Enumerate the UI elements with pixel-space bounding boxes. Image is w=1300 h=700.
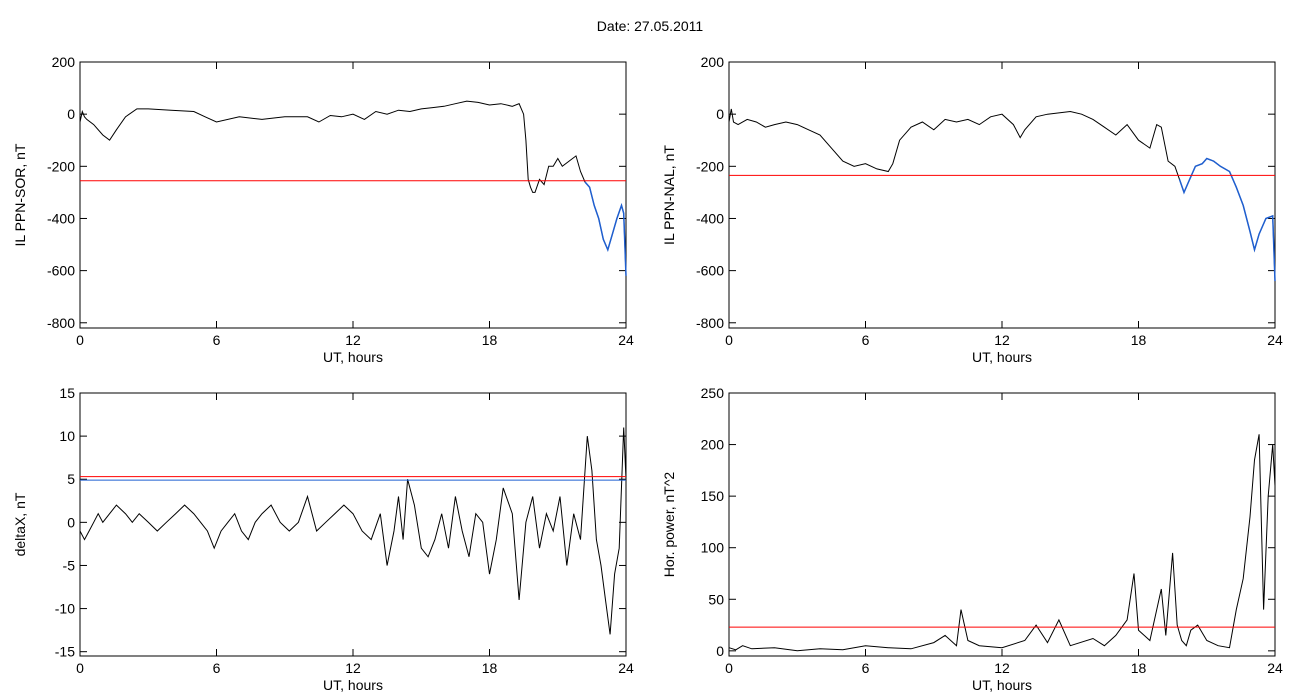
- series-line-1: [584, 181, 627, 276]
- plot-frame: [728, 61, 1276, 329]
- y-tick-label: -400: [47, 210, 75, 226]
- y-axis-label: Hor. power, nT^2: [661, 472, 677, 578]
- y-tick-label: 100: [701, 540, 725, 556]
- x-axis-label: UT, hours: [323, 677, 383, 693]
- y-tick-label: 10: [59, 428, 75, 444]
- y-tick-label: -600: [47, 263, 75, 279]
- x-tick-label: 12: [994, 332, 1010, 348]
- x-tick-label: 18: [1131, 660, 1147, 676]
- x-tick-label: 24: [618, 332, 634, 348]
- y-tick-label: -200: [47, 158, 75, 174]
- y-tick-label: -15: [55, 644, 75, 660]
- panel-bottom-right: 0 6 12 18 24 250 200 150 100 50 0 UT, hours Hor. pow…: [661, 385, 1283, 693]
- y-tick-label: 200: [701, 54, 725, 70]
- y-tick-label: 15: [59, 385, 75, 401]
- y-tick-label: -5: [63, 557, 76, 573]
- y-axis-label: deltaX, nT: [12, 492, 28, 556]
- x-tick-label: 6: [862, 332, 870, 348]
- y-tick-label: -800: [696, 315, 724, 331]
- x-tick-label: 24: [618, 660, 634, 676]
- y-axis-label: IL PPN-SOR, nT: [12, 143, 28, 246]
- series-line-0: [79, 100, 627, 276]
- x-tick-label: 6: [862, 660, 870, 676]
- series-line-0: [79, 427, 627, 635]
- series-line-0: [728, 434, 1276, 652]
- x-tick-label: 0: [725, 660, 733, 676]
- x-axis-label: UT, hours: [323, 349, 383, 365]
- x-axis-label: UT, hours: [972, 349, 1032, 365]
- y-tick-label: 0: [67, 106, 75, 122]
- x-tick-label: 24: [1267, 332, 1283, 348]
- y-tick-label: 5: [67, 471, 75, 487]
- y-tick-label: 0: [716, 643, 724, 659]
- y-tick-label: 250: [701, 385, 725, 401]
- y-tick-label: 200: [52, 54, 76, 70]
- x-tick-label: 6: [213, 332, 221, 348]
- x-tick-label: 0: [76, 332, 84, 348]
- y-tick-label: 0: [67, 514, 75, 530]
- series-line-0: [728, 108, 1276, 282]
- y-tick-label: -600: [696, 263, 724, 279]
- panel-top-left: 0 6 12 18 24 200 0 -200 -400 -600 -800 UT, hours IL …: [12, 54, 634, 365]
- series-line-1: [1178, 157, 1276, 282]
- x-tick-label: 6: [213, 660, 221, 676]
- x-tick-label: 18: [1131, 332, 1147, 348]
- y-tick-label: 150: [701, 488, 725, 504]
- y-tick-label: -800: [47, 315, 75, 331]
- x-tick-label: 18: [482, 660, 498, 676]
- y-tick-label: -400: [696, 210, 724, 226]
- figure-title: Date: 27.05.2011: [596, 18, 704, 34]
- y-tick-label: 50: [708, 591, 724, 607]
- x-axis-label: UT, hours: [972, 677, 1032, 693]
- y-tick-label: 0: [716, 106, 724, 122]
- panel-bottom-left: 0 6 12 18 24 15 10 5 0 -5 -10 -15 UT, hours deltaX, n…: [12, 385, 634, 693]
- x-tick-label: 12: [345, 332, 361, 348]
- y-axis-label: IL PPN-NAL, nT: [661, 145, 677, 245]
- x-tick-label: 0: [76, 660, 84, 676]
- x-tick-label: 24: [1267, 660, 1283, 676]
- plot-frame: [728, 392, 1276, 657]
- x-tick-label: 12: [345, 660, 361, 676]
- y-tick-label: -200: [696, 158, 724, 174]
- panel-top-right: 0 6 12 18 24 200 0 -200 -400 -600 -800 UT, hours IL …: [661, 54, 1283, 365]
- x-tick-label: 18: [482, 332, 498, 348]
- x-tick-label: 12: [994, 660, 1010, 676]
- y-tick-label: -10: [55, 601, 75, 617]
- y-tick-label: 200: [701, 437, 725, 453]
- x-tick-label: 0: [725, 332, 733, 348]
- plot-frame: [79, 61, 627, 329]
